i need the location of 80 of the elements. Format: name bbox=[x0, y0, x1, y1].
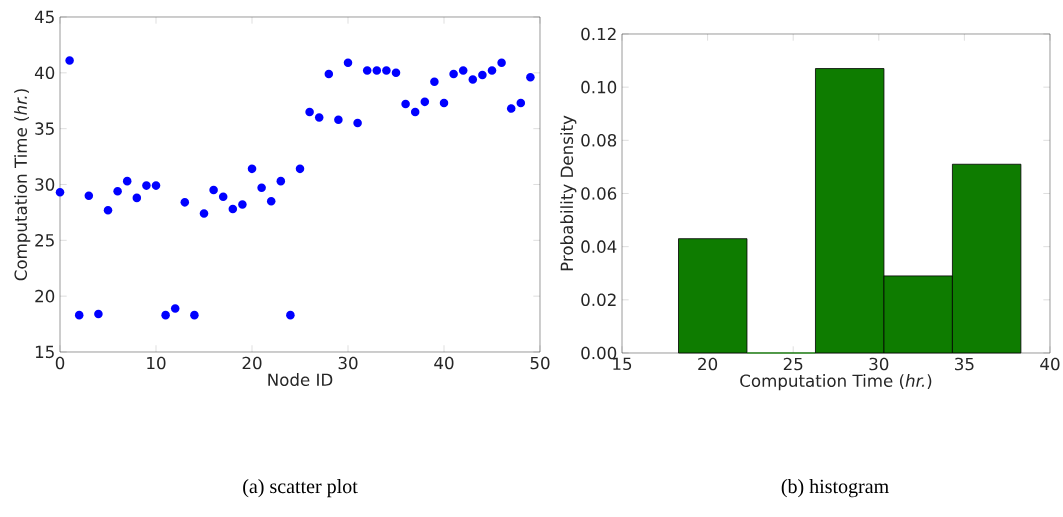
x-tick-label: 50 bbox=[530, 356, 550, 370]
point bbox=[439, 98, 449, 108]
point bbox=[84, 191, 94, 200]
y-axis-title: Computation Time (hr.) bbox=[14, 89, 31, 281]
x-tick-label: 30 bbox=[338, 356, 358, 370]
point bbox=[103, 205, 113, 215]
point bbox=[132, 193, 142, 203]
point bbox=[209, 185, 218, 195]
y-tick-label: 0.12 bbox=[581, 27, 616, 41]
point bbox=[391, 68, 401, 78]
point bbox=[526, 73, 535, 82]
point bbox=[382, 66, 391, 75]
y-tick-label: 25 bbox=[35, 234, 54, 247]
point bbox=[228, 204, 238, 214]
x-tick-label: 25 bbox=[783, 357, 803, 371]
y-tick-label: 15 bbox=[35, 345, 54, 359]
point bbox=[420, 97, 430, 107]
point bbox=[362, 66, 372, 75]
y-tick-label: 0.02 bbox=[581, 293, 616, 307]
y-tick-label: 0.06 bbox=[581, 187, 617, 200]
y-tick-label: 30 bbox=[35, 178, 55, 191]
y-tick-label: 40 bbox=[34, 66, 55, 80]
text: (b) histogram bbox=[781, 479, 889, 498]
point bbox=[266, 196, 276, 206]
point bbox=[113, 186, 122, 196]
point bbox=[238, 200, 247, 209]
x-axis-title: Computation Time (hr.) bbox=[740, 374, 932, 391]
point bbox=[276, 176, 286, 186]
point bbox=[94, 309, 103, 319]
point bbox=[180, 198, 190, 207]
point bbox=[353, 118, 362, 128]
y-tick-label: 20 bbox=[35, 289, 55, 303]
point bbox=[497, 58, 506, 68]
point bbox=[324, 69, 334, 79]
y-tick-label: 45 bbox=[34, 10, 54, 24]
point bbox=[199, 209, 209, 218]
point bbox=[343, 58, 353, 68]
text: (a) scatter plot bbox=[243, 479, 358, 498]
point bbox=[247, 164, 257, 174]
point bbox=[65, 56, 74, 65]
x-axis-title: Node ID bbox=[268, 373, 333, 387]
point bbox=[449, 69, 458, 79]
point bbox=[516, 98, 526, 108]
point bbox=[401, 99, 410, 109]
point bbox=[218, 192, 228, 202]
point bbox=[506, 104, 516, 113]
x-tick-label: 10 bbox=[147, 356, 166, 370]
point bbox=[305, 107, 314, 117]
point bbox=[314, 113, 324, 122]
point bbox=[170, 304, 180, 313]
x-tick-label: 20 bbox=[698, 357, 718, 371]
point bbox=[487, 66, 497, 75]
x-tick-label: 35 bbox=[955, 357, 974, 371]
point bbox=[122, 176, 132, 186]
x-tick-label: 20 bbox=[242, 356, 262, 370]
y-tick-label: 35 bbox=[35, 122, 54, 135]
point bbox=[430, 77, 439, 87]
point bbox=[286, 310, 295, 320]
point bbox=[161, 310, 170, 320]
x-tick-label: 40 bbox=[434, 356, 454, 370]
point bbox=[190, 310, 199, 320]
point bbox=[142, 181, 151, 190]
point bbox=[410, 107, 420, 117]
point bbox=[151, 181, 161, 190]
point bbox=[478, 70, 487, 80]
x-tick-label: 30 bbox=[869, 357, 889, 371]
point bbox=[74, 310, 84, 320]
point bbox=[295, 164, 305, 174]
point bbox=[468, 75, 478, 84]
x-tick-label: 0 bbox=[55, 356, 65, 370]
point bbox=[257, 183, 266, 193]
point bbox=[458, 66, 468, 75]
point bbox=[372, 66, 382, 75]
y-tick-label: 0.04 bbox=[581, 240, 617, 253]
point bbox=[55, 188, 65, 197]
y-axis-title: Probability Density bbox=[560, 115, 577, 271]
x-tick-label: 40 bbox=[1040, 357, 1060, 371]
y-tick-label: 0.10 bbox=[581, 80, 617, 94]
y-tick-label: 0.08 bbox=[581, 134, 617, 147]
point bbox=[334, 115, 343, 124]
